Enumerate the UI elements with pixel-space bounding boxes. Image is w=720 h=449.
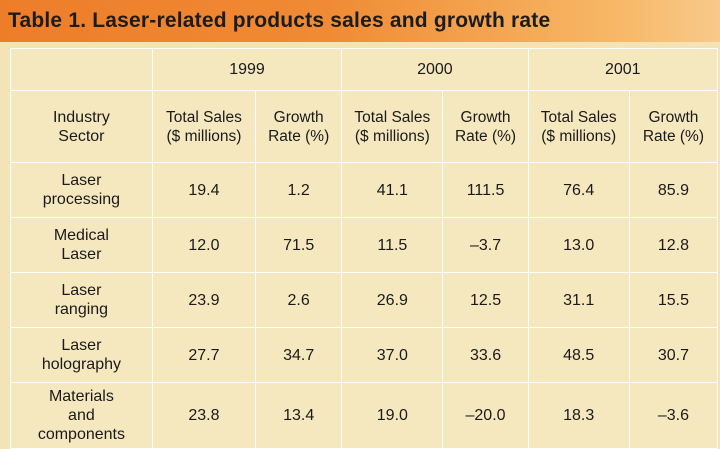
value-cell: 71.5	[255, 217, 343, 273]
sector-cell: Laser processing	[10, 162, 153, 218]
column-header-line: Total Sales	[354, 108, 431, 126]
sector-line: Laser	[61, 172, 102, 189]
value-cell: 19.4	[151, 162, 257, 218]
sector-cell: Laser holography	[10, 327, 153, 383]
column-header: Total Sales ($ millions)	[527, 90, 630, 163]
value-cell: 13.4	[255, 382, 343, 449]
value-cell: 19.0	[341, 382, 444, 449]
column-header-line: Rate (%)	[642, 127, 704, 145]
value-cell: 12.0	[151, 217, 257, 273]
column-header-line: Rate (%)	[268, 127, 330, 145]
sector-line: Laser	[61, 282, 102, 299]
value-cell: 12.8	[628, 217, 719, 273]
value-cell: 48.5	[527, 327, 630, 383]
column-header: Growth Rate (%)	[628, 90, 719, 163]
corner-cell	[10, 48, 153, 91]
value-cell: 1.2	[255, 162, 343, 218]
table-title: Table 1. Laser-related products sales an…	[8, 9, 551, 32]
value-cell: –20.0	[442, 382, 529, 449]
column-header-line: Growth	[460, 108, 511, 126]
value-cell: –3.6	[628, 382, 719, 449]
year-header: 1999	[151, 48, 343, 91]
value-cell: 23.9	[151, 272, 257, 328]
value-cell: –3.7	[442, 217, 529, 273]
value-cell: 30.7	[628, 327, 719, 383]
year-header: 2000	[341, 48, 529, 91]
column-header-line: Growth	[273, 108, 324, 126]
table-row: Laser ranging 23.9 2.6 26.9 12.5 31.1 15.5	[10, 272, 719, 328]
value-cell: 26.9	[341, 272, 444, 328]
year-header: 2001	[527, 48, 719, 91]
sector-line: holography	[41, 356, 121, 373]
column-header: Growth Rate (%)	[255, 90, 343, 163]
value-cell: 33.6	[442, 327, 529, 383]
value-cell: 31.1	[527, 272, 630, 328]
value-cell: 85.9	[628, 162, 719, 218]
value-cell: 23.8	[151, 382, 257, 449]
sector-line: Medical	[53, 227, 109, 244]
column-header-line: Total Sales	[166, 108, 242, 126]
column-header-line: ($ millions)	[541, 127, 617, 145]
value-cell: 41.1	[341, 162, 444, 218]
value-cell: 18.3	[527, 382, 630, 449]
sales-table: 1999 2000 2001 Industry Sector Total Sal…	[10, 48, 719, 449]
value-cell: 37.0	[341, 327, 444, 383]
table-row: Laser holography 27.7 34.7 37.0 33.6 48.5 30.7	[10, 327, 719, 383]
sector-line: Materials	[48, 388, 114, 405]
value-cell: 2.6	[255, 272, 343, 328]
column-header: Total Sales ($ millions)	[151, 90, 257, 163]
sector-cell: Medical Laser	[10, 217, 153, 273]
value-cell: 76.4	[527, 162, 630, 218]
sector-cell: Materials and components	[10, 382, 153, 449]
table-row: Medical Laser 12.0 71.5 11.5 –3.7 13.0 12.8	[10, 217, 719, 273]
column-header-row: Industry Sector Total Sales ($ millions) …	[10, 90, 719, 163]
sector-header: Industry Sector	[10, 90, 153, 163]
value-cell: 34.7	[255, 327, 343, 383]
year-header-row: 1999 2000 2001	[10, 48, 719, 91]
value-cell: 27.7	[151, 327, 257, 383]
value-cell: 13.0	[527, 217, 630, 273]
value-cell: 15.5	[628, 272, 719, 328]
title-bar: Table 1. Laser-related products sales an…	[0, 0, 720, 42]
column-header-line: ($ millions)	[166, 127, 242, 145]
value-cell: 12.5	[442, 272, 529, 328]
value-cell: 111.5	[442, 162, 529, 218]
sector-line: and	[68, 407, 95, 424]
table-row: Laser processing 19.4 1.2 41.1 111.5 76.4 85.9	[10, 162, 719, 218]
sector-header-line: Sector	[58, 127, 105, 145]
column-header: Growth Rate (%)	[442, 90, 529, 163]
sector-line: Laser	[61, 337, 102, 354]
value-cell: 11.5	[341, 217, 444, 273]
sector-line: components	[37, 426, 125, 443]
sector-header-line: Industry	[52, 108, 110, 126]
column-header-line: Total Sales	[540, 108, 617, 126]
sector-cell: Laser ranging	[10, 272, 153, 328]
sector-line: processing	[42, 191, 121, 208]
sector-line: ranging	[54, 301, 109, 318]
column-header-line: Rate (%)	[454, 127, 517, 145]
sector-line: Laser	[61, 246, 102, 263]
table-body: 1999 2000 2001 Industry Sector Total Sal…	[10, 48, 719, 449]
table-row: Materials and components 23.8 13.4 19.0 –20.0 1…	[10, 382, 719, 449]
column-header: Total Sales ($ millions)	[341, 90, 444, 163]
column-header-line: ($ millions)	[354, 127, 430, 145]
column-header-line: Growth	[648, 108, 699, 126]
